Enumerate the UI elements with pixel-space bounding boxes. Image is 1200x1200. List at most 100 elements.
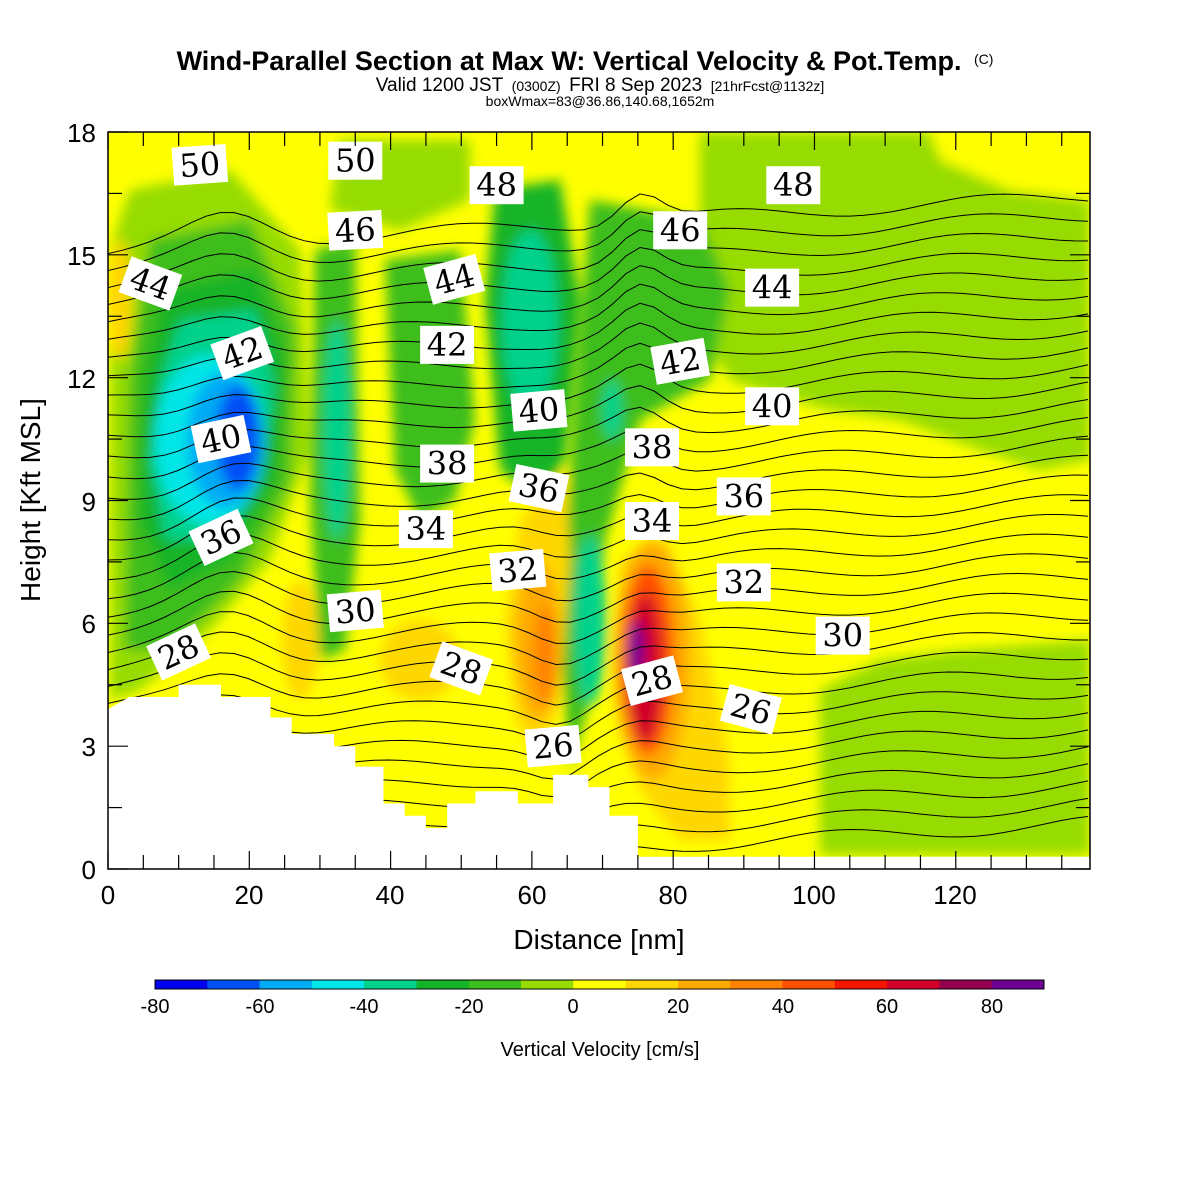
colorbar-label: Vertical Velocity [cm/s] xyxy=(501,1039,700,1061)
colorbar-tick-0: 0 xyxy=(567,996,578,1018)
theta-label: 36 xyxy=(508,464,570,513)
theta-label-text: 38 xyxy=(632,428,673,466)
x-axis-label: Distance [nm] xyxy=(513,924,684,955)
theta-contour-line xyxy=(108,211,1089,272)
field-region-gold-patch-west xyxy=(282,580,318,700)
field-region-yellow-ne xyxy=(930,132,1090,200)
theta-label-box xyxy=(653,211,708,250)
theta-label-text: 34 xyxy=(632,502,673,540)
theta-label-text: 46 xyxy=(334,210,377,250)
theta-contour-line xyxy=(108,417,1089,480)
theta-contour-line xyxy=(108,533,1089,600)
theta-label-box xyxy=(524,724,582,768)
svg-text:Valid 1200 JST (0300Z): Valid 1200 JST (0300Z) FRI 8 Sep 2023 [2… xyxy=(376,75,825,96)
colorbar-cell xyxy=(834,980,888,989)
y-axis-label: Height [Kft MSL] xyxy=(15,398,46,602)
theta-label-box xyxy=(420,444,475,483)
theta-label-box xyxy=(766,166,821,205)
theta-label: 26 xyxy=(719,683,782,735)
theta-contour-line xyxy=(108,632,1088,687)
colorbar-cell xyxy=(364,980,417,989)
theta-label-box xyxy=(429,641,494,696)
field-region-teal-col4 xyxy=(502,230,558,410)
colorbar-tick-80: 80 xyxy=(981,996,1003,1018)
theta-contour-line xyxy=(108,671,1089,725)
theta-label-text: 46 xyxy=(660,211,701,249)
field-region-gold-patch-edge xyxy=(108,240,132,360)
colorbar-cell xyxy=(311,980,365,989)
theta-label-text: 50 xyxy=(178,144,221,185)
theta-label: 36 xyxy=(716,477,771,516)
theta-label-box xyxy=(327,209,384,251)
theta-label: 28 xyxy=(429,641,494,696)
theta-label: 26 xyxy=(524,724,582,768)
axis-ticks xyxy=(107,131,1090,870)
theta-label: 46 xyxy=(653,211,708,250)
theta-label-text: 48 xyxy=(773,166,814,204)
theta-contour-line xyxy=(108,572,1089,636)
theta-label: 48 xyxy=(766,166,821,205)
theta-label: 30 xyxy=(326,589,384,633)
theta-contour-line xyxy=(108,302,1089,358)
theta-contour-line xyxy=(108,435,1089,500)
colorbar-cell xyxy=(521,980,574,989)
y-tick-15: 15 xyxy=(67,241,96,271)
y-tick-3: 3 xyxy=(82,732,96,762)
colorbar-cell xyxy=(625,980,679,989)
theta-label-text: 40 xyxy=(517,390,561,431)
x-tick-40: 40 xyxy=(376,880,405,910)
y-tick-9: 9 xyxy=(82,487,96,517)
theta-contour-line xyxy=(108,399,1089,459)
theta-label: 42 xyxy=(650,337,711,385)
theta-label-text: 38 xyxy=(427,445,468,483)
subtitle-utc: (0300Z) xyxy=(512,78,561,94)
box-info: boxWmax=83@36.86,140.68,1652m xyxy=(486,93,715,109)
theta-label-box xyxy=(398,510,453,549)
x-tick-60: 60 xyxy=(518,880,547,910)
colorbar-cell xyxy=(573,980,627,989)
theta-contour-line xyxy=(108,494,1089,561)
theta-contour-line xyxy=(108,454,1089,521)
theta-label: 44 xyxy=(745,268,800,307)
theta-contour-line xyxy=(108,283,1089,340)
theta-label-text: 34 xyxy=(406,510,447,548)
theta-label-box xyxy=(328,141,383,180)
theta-label: 42 xyxy=(210,326,275,381)
theta-contour-line xyxy=(108,612,1089,671)
theta-contour-line xyxy=(108,651,1089,706)
colorbar-tick-neg60: -60 xyxy=(246,996,275,1018)
theta-label-text: 40 xyxy=(752,387,793,425)
theta-label-text: 42 xyxy=(657,339,704,383)
theta-label-box xyxy=(510,389,568,432)
theta-label-box xyxy=(716,477,771,516)
colorbar-tick-neg40: -40 xyxy=(350,996,379,1018)
y-tick-6: 6 xyxy=(82,609,96,639)
colorbar-tick-60: 60 xyxy=(876,996,898,1018)
theta-contour-line xyxy=(108,592,1089,653)
theta-label-box xyxy=(326,589,384,633)
theta-label-box xyxy=(489,548,547,592)
terrain-mask xyxy=(108,684,1090,869)
theta-label-text: 36 xyxy=(515,465,563,511)
theta-contour-line xyxy=(108,342,1089,396)
theta-label: 40 xyxy=(745,387,800,426)
theta-contour-line xyxy=(108,322,1089,377)
x-tick-0: 0 xyxy=(101,880,115,910)
colorbar-cell xyxy=(991,980,1045,989)
theta-contour-line xyxy=(108,553,1089,618)
theta-contour-line xyxy=(108,229,1089,289)
theta-label-text: 30 xyxy=(822,617,863,655)
theta-label-text: 26 xyxy=(531,725,575,766)
field-region-dark-orange-updraft-west xyxy=(534,605,556,705)
colorbar-cell xyxy=(887,980,940,989)
colorbar-tick-20: 20 xyxy=(667,996,689,1018)
colorbar-cell xyxy=(730,980,784,989)
theta-label-box xyxy=(625,502,679,540)
theta-label-box xyxy=(190,414,252,464)
theta-label: 40 xyxy=(190,414,252,464)
theta-contour-line xyxy=(108,363,1089,417)
subtitle-forecast: [21hrFcst@1132z] xyxy=(711,78,825,94)
theta-label: 32 xyxy=(489,548,547,592)
theta-label-box xyxy=(423,254,486,305)
